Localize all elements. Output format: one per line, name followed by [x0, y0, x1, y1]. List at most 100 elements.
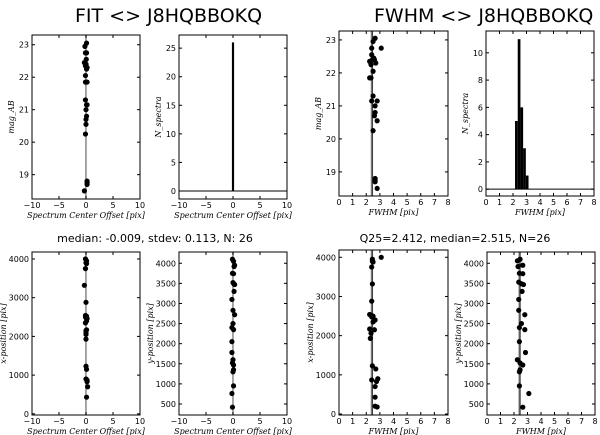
y-tick-label: 15: [166, 101, 176, 110]
data-point: [230, 258, 237, 264]
data-point: [367, 335, 373, 341]
y-tick-label: 20: [326, 135, 336, 144]
data-point: [370, 38, 376, 45]
y-tick-label: 3000: [9, 294, 29, 303]
x-tick-label: 3: [525, 417, 530, 426]
x-axis-label: Spectrum Center Offset [pix]: [174, 211, 293, 220]
y-tick-label: 2000: [464, 340, 484, 349]
x-tick-label: −10: [24, 417, 41, 426]
x-axis-label: Spectrum Center Offset [pix]: [27, 427, 146, 435]
data-point: [83, 116, 89, 123]
x-tick-label: 3: [377, 198, 382, 207]
data-point: [83, 61, 89, 67]
x-tick-label: 8: [445, 198, 450, 207]
histogram-bar: [520, 107, 524, 190]
y-tick-label: 2500: [464, 320, 484, 329]
x-axis-label: FWHM [pix]: [368, 208, 420, 217]
x-tick-label: 8: [592, 417, 597, 426]
data-point: [229, 296, 235, 303]
histogram-bar: [523, 148, 526, 190]
x-tick-label: 1: [498, 417, 503, 426]
x-tick-label: −5: [53, 201, 65, 210]
data-point: [83, 261, 90, 267]
x-axis-label: FWHM [pix]: [514, 208, 566, 217]
x-tick-label: 5: [551, 198, 556, 207]
data-point: [84, 181, 90, 187]
plot-area: [179, 42, 287, 192]
y-tick-label: 3500: [464, 279, 484, 288]
x-tick-label: 1: [350, 198, 355, 207]
x-tick-label: 5: [552, 417, 557, 426]
y-tick-label: 4: [478, 131, 483, 140]
data-point: [229, 404, 236, 410]
x-tick-label: 5: [405, 198, 410, 207]
histogram-bar: [517, 39, 521, 190]
data-point: [516, 307, 522, 313]
x-tick-label: 6: [564, 198, 569, 207]
data-point: [83, 50, 90, 56]
x-tick-label: −10: [171, 417, 188, 426]
data-point: [372, 179, 378, 185]
data-point: [373, 378, 380, 385]
data-point: [83, 299, 89, 305]
y-tick-label: 25: [166, 44, 176, 53]
y-axis-label: y-position [pix]: [454, 302, 463, 364]
data-point: [82, 131, 89, 137]
data-point: [83, 331, 89, 338]
data-point: [369, 298, 375, 304]
x-tick-label: 4: [538, 417, 543, 426]
data-point: [520, 404, 526, 410]
x-tick-label: 8: [591, 198, 596, 207]
y-tick-label: 500: [469, 400, 484, 409]
y-tick-label: 4000: [156, 259, 176, 268]
data-point: [231, 288, 237, 295]
histogram-bar: [515, 121, 518, 190]
y-axis-label: x-position [pix]: [0, 302, 8, 363]
data-point: [370, 259, 376, 265]
data-point: [83, 336, 89, 342]
x-tick-label: 10: [282, 201, 292, 210]
data-point: [520, 362, 526, 368]
y-tick-label: 6: [478, 103, 483, 112]
y-axis-label: mag_AB: [314, 97, 323, 130]
y-tick-label: 20: [19, 138, 29, 147]
data-point: [370, 128, 376, 134]
y-tick-label: 4000: [464, 259, 484, 268]
data-point: [83, 107, 89, 113]
data-point: [367, 326, 373, 332]
y-tick-label: 21: [326, 102, 336, 111]
x-tick-label: 5: [110, 417, 115, 426]
data-point: [370, 319, 376, 325]
data-point: [378, 254, 384, 260]
x-axis-label: FWHM [pix]: [368, 427, 420, 435]
y-tick-label: 19: [326, 168, 336, 177]
data-point: [230, 307, 236, 313]
x-tick-label: 7: [432, 417, 437, 426]
data-point: [372, 103, 378, 109]
data-point: [82, 320, 89, 326]
y-tick-label: 2500: [156, 320, 176, 329]
x-tick-label: 0: [336, 417, 341, 426]
y-axis-label: N_spectra: [461, 93, 470, 135]
x-tick-label: −10: [24, 201, 41, 210]
x-tick-label: 0: [230, 417, 235, 426]
x-tick-label: −10: [171, 201, 188, 210]
data-point: [374, 98, 380, 104]
data-point: [522, 349, 529, 356]
data-point: [373, 60, 379, 66]
data-point: [83, 66, 90, 72]
fwhm-title: FWHM <> J8HQBBOKQ: [374, 5, 593, 27]
data-point: [81, 188, 87, 194]
data-point: [82, 72, 89, 79]
x-tick-label: 6: [418, 198, 423, 207]
data-point: [378, 45, 384, 51]
y-tick-label: 0: [171, 187, 176, 196]
data-point: [516, 369, 523, 375]
data-point: [82, 43, 88, 49]
data-point: [230, 320, 236, 327]
x-tick-label: 7: [432, 198, 437, 207]
y-tick-label: 4000: [9, 255, 29, 264]
y-tick-label: 22: [19, 73, 29, 82]
